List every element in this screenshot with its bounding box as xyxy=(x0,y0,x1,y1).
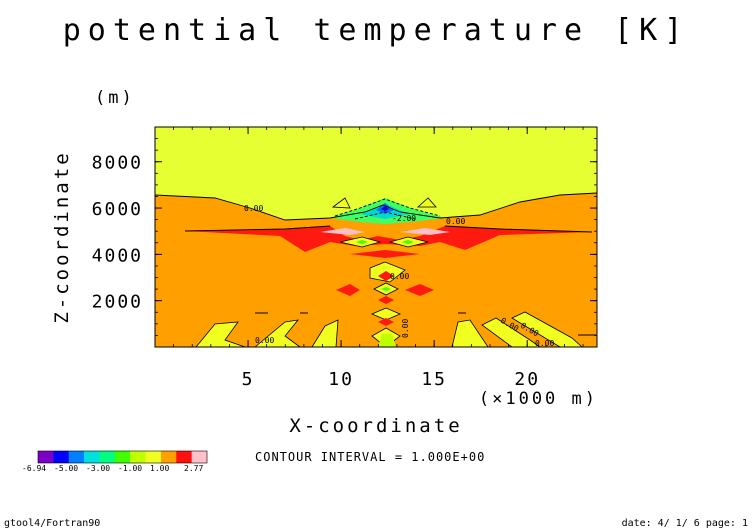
x-axis: 5 10 15 20 xyxy=(154,127,584,390)
x-tick-label: 5 xyxy=(242,369,255,390)
field-region-green-diamond xyxy=(381,287,391,291)
colorbar-label: -3.00 xyxy=(86,464,110,473)
plot-frame xyxy=(154,126,598,348)
field-region-green-dot-2 xyxy=(402,240,414,244)
field-region-yellow-tri-left xyxy=(331,197,351,209)
field-region-red-diamond-right xyxy=(405,284,434,296)
field-region-yellow-wedge-right-3 xyxy=(511,311,584,348)
y-axis-title: Z-coordinate xyxy=(51,150,73,323)
contour-label: 0.00 xyxy=(535,339,554,348)
colorbar-swatch xyxy=(160,451,177,463)
field-region-red-lens xyxy=(350,250,420,258)
field-region-yellow-lower-1 xyxy=(370,307,402,321)
contour-label: 0.00 xyxy=(244,204,263,213)
field-region-red-diamond-1 xyxy=(378,271,394,281)
colorbar-swatch xyxy=(145,451,162,463)
colorbar-label: -1.00 xyxy=(118,464,142,473)
colorbar-swatch xyxy=(191,451,208,463)
footer-left: gtool4/Fortran90 xyxy=(4,518,100,529)
colorbar-swatch xyxy=(53,451,70,463)
contour-label: 0.00 xyxy=(390,272,409,281)
y-tick-label: 6000 xyxy=(92,199,143,220)
contour-interval-text: CONTOUR INTERVAL = 1.000E+00 xyxy=(255,450,485,464)
colorbar-frame xyxy=(37,450,208,464)
contour-label: 0.00 xyxy=(446,217,465,226)
colorbar-swatch xyxy=(99,451,116,463)
field-region-pink xyxy=(320,228,365,235)
colorbar-label: 2.77 xyxy=(184,464,203,473)
colorbar-labels: -6.94 -5.00 -3.00 -1.00 1.00 2.77 xyxy=(22,464,203,473)
field-region-red-band xyxy=(185,226,592,252)
field-region-yellow-tri-right xyxy=(416,197,437,208)
contour-dashed-upper xyxy=(334,198,441,220)
x-unit-label: (×1000 m) xyxy=(479,389,598,409)
field-region-green-dot-1 xyxy=(356,240,368,244)
colorbar-swatch xyxy=(176,451,192,463)
colorbar-label: -6.94 xyxy=(22,464,46,473)
colorbar-swatch xyxy=(38,451,54,463)
field-region-violet xyxy=(381,206,389,211)
x-tick-label: 10 xyxy=(328,369,354,390)
y-axis: 2000 4000 6000 8000 xyxy=(92,126,597,348)
colorbar-label: 1.00 xyxy=(150,464,169,473)
y-unit-label: (m) xyxy=(95,88,135,108)
colorbar-swatch xyxy=(68,451,85,463)
colorbar-swatch xyxy=(130,451,146,463)
field-region-red-diamond-left xyxy=(336,284,360,296)
field-region-yellow-wedge-right-2 xyxy=(481,317,542,348)
y-tick-label: 4000 xyxy=(92,245,143,266)
plot-field: 0.00 0.00 -2.00 0.00 0.00 0.00 0.00 0.00… xyxy=(154,127,598,348)
x-axis-title: X-coordinate xyxy=(289,415,462,437)
footer-right: date: 4/ 1/ 6 page: 1 xyxy=(622,518,748,529)
chart-title: potential temperature [K] xyxy=(63,13,690,48)
colorbar-swatch xyxy=(114,451,131,463)
field-region-red-diamond-2 xyxy=(378,296,394,304)
field-region-red-diamond-3 xyxy=(378,318,394,326)
y-tick-label: 8000 xyxy=(92,153,143,174)
contour-label: -2.00 xyxy=(392,214,416,223)
y-tick-label: 2000 xyxy=(92,292,143,313)
contour-line-upper xyxy=(154,192,598,221)
colorbar-swatch xyxy=(84,451,100,463)
contour-label: 0.00 xyxy=(255,336,274,345)
x-tick-label: 15 xyxy=(421,369,447,390)
colorbar-label: -5.00 xyxy=(54,464,78,473)
colorbar xyxy=(37,450,208,464)
contour-label: 0.00 xyxy=(401,319,410,338)
field-region-yellow-center-bottom xyxy=(378,334,396,347)
contour-line-band xyxy=(184,225,593,233)
field-region-pink-right xyxy=(400,228,450,235)
x-tick-label: 20 xyxy=(514,369,540,390)
